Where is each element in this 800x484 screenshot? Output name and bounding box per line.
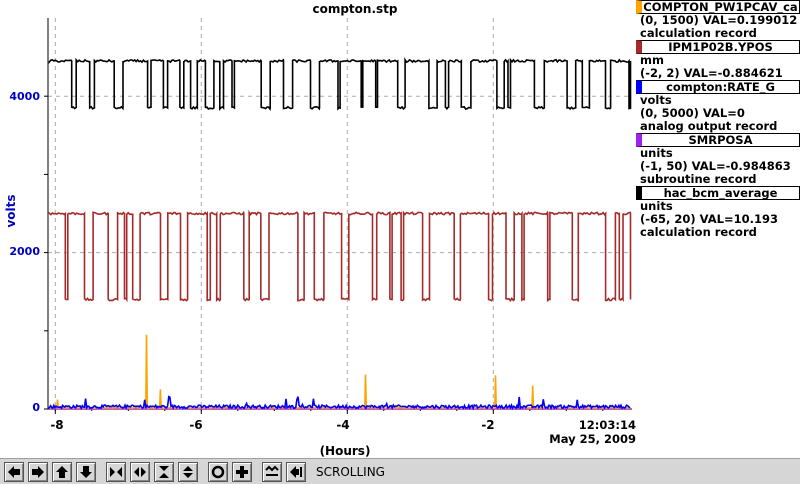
zoom-in-horizontal-icon[interactable] [106, 462, 126, 482]
x-tick-label: -2 [481, 418, 495, 432]
plot-title: compton.stp [312, 2, 398, 16]
legend-name[interactable]: SMRPOSA [636, 133, 800, 147]
arrow-down-icon[interactable] [76, 462, 96, 482]
series-line-hac-bcm-average [48, 57, 632, 111]
add-icon[interactable] [232, 462, 252, 482]
legend-record-type: calculation record [640, 226, 757, 239]
legend-range: (-65, 20) VAL=10.193 [640, 213, 779, 226]
legend-units: units [640, 147, 673, 160]
status-text: SCROLLING [316, 465, 385, 479]
legend-entry[interactable]: SMRPOSA units (-1, 50) VAL=-0.984863 sub… [636, 133, 800, 186]
legend-units: mm [640, 54, 664, 67]
legend-range: (-1, 50) VAL=-0.984863 [640, 160, 791, 173]
arrow-right-icon[interactable] [28, 462, 48, 482]
legend-entry[interactable]: COMPTON_PW1PCAV_ca (0, 1500) VAL=0.19901… [636, 0, 800, 40]
y-tick-label: 0 [32, 401, 40, 414]
auto-scale-icon[interactable] [208, 462, 228, 482]
legend: COMPTON_PW1PCAV_ca (0, 1500) VAL=0.19901… [636, 0, 800, 239]
toolbar: SCROLLING [0, 458, 800, 484]
zoom-out-vertical-icon[interactable] [178, 462, 198, 482]
x-tick-label: -8 [50, 418, 64, 432]
y-tick-label: 4000 [9, 90, 40, 103]
arrow-up-icon[interactable] [52, 462, 72, 482]
plot-area[interactable] [0, 0, 636, 458]
legend-entry[interactable]: IPM1P02B.YPOS mm (-2, 2) VAL=-0.884621 [636, 40, 800, 80]
x-tick-label: -4 [336, 418, 350, 432]
series-line-ipm1p02b-ypos [48, 209, 632, 303]
series-line-compton-rate-g [48, 395, 631, 411]
zoom-out-horizontal-icon[interactable] [130, 462, 150, 482]
reset-scale-icon[interactable] [262, 462, 282, 482]
legend-units: volts [640, 94, 672, 107]
time-readout: 12:03:14 May 25, 2009 [540, 418, 636, 446]
x-tick-label: -6 [189, 418, 203, 432]
legend-entry[interactable]: hac_bcm_average units (-65, 20) VAL=10.1… [636, 186, 800, 239]
series-line-compton-pw1pcav-ca [48, 334, 631, 410]
x-axis-label: (Hours) [319, 444, 371, 458]
current-time: 12:03:14 [578, 418, 636, 432]
legend-name[interactable]: IPM1P02B.YPOS [636, 40, 800, 54]
legend-record-type: subroutine record [640, 173, 757, 186]
legend-range: (-2, 2) VAL=-0.884621 [640, 67, 783, 80]
legend-record-type: analog output record [640, 120, 778, 133]
arrow-left-icon[interactable] [4, 462, 24, 482]
legend-name[interactable]: compton:RATE_G [636, 80, 800, 94]
legend-units: units [640, 200, 673, 213]
legend-range: (0, 5000) VAL=0 [640, 107, 745, 120]
current-date: May 25, 2009 [549, 432, 636, 446]
y-tick-label: 2000 [9, 245, 40, 258]
legend-record-type: calculation record [640, 27, 757, 40]
legend-range: (0, 1500) VAL=0.199012 [640, 14, 798, 27]
legend-name[interactable]: hac_bcm_average [636, 186, 800, 200]
zoom-in-vertical-icon[interactable] [154, 462, 174, 482]
legend-entry[interactable]: compton:RATE_G volts (0, 5000) VAL=0 ana… [636, 80, 800, 133]
last-icon[interactable] [286, 462, 306, 482]
legend-name[interactable]: COMPTON_PW1PCAV_ca [636, 0, 800, 14]
